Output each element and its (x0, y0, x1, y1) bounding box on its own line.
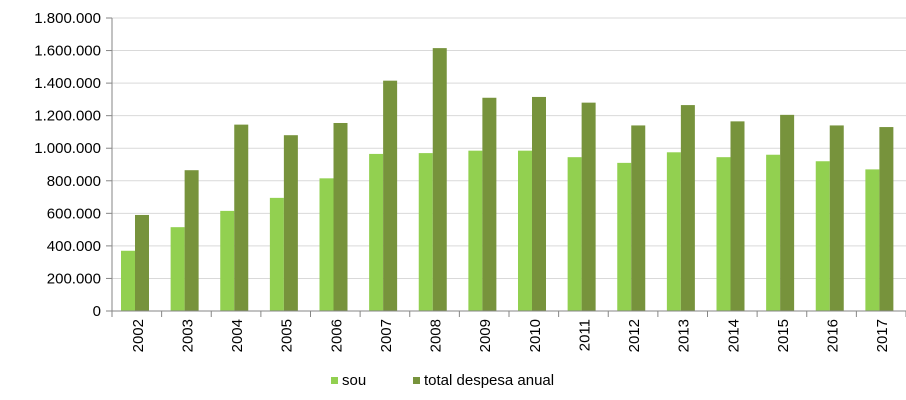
y-tick-label: 1.600.000 (34, 43, 101, 60)
bar-sou (319, 178, 334, 311)
y-tick-label: 1.200.000 (34, 108, 101, 125)
bar-total-despesa-anual (482, 97, 497, 311)
bar-total-despesa-anual (283, 135, 298, 311)
x-tick-label: 2004 (229, 319, 246, 352)
legend-swatch-sou (331, 377, 338, 384)
bar-total-despesa-anual (532, 96, 546, 311)
y-tick-label: 1.000.000 (34, 140, 101, 157)
y-tick-label: 200.000 (47, 270, 101, 287)
x-tick-label: 2009 (477, 319, 494, 352)
bar-sou (468, 150, 483, 311)
bar-total-despesa-anual (383, 80, 398, 312)
bar-sou (815, 161, 830, 311)
x-tick-label: 2015 (775, 319, 792, 352)
bar-sou (121, 250, 135, 311)
bar-total-despesa-anual (432, 48, 447, 311)
y-tick-label: 0 (93, 303, 101, 320)
bar-total-despesa-anual (135, 214, 149, 311)
x-tick-label: 2005 (279, 319, 296, 352)
bar-sou (518, 150, 532, 311)
x-tick-label: 2011 (576, 319, 593, 351)
bar-sou (220, 210, 235, 311)
bar-total-despesa-anual (879, 127, 894, 311)
legend-label-sou: sou (342, 372, 367, 389)
y-tick-label: 600.000 (47, 205, 101, 222)
x-tick-label: 2014 (725, 319, 742, 352)
x-tick-label: 2013 (676, 319, 693, 352)
bar-total-despesa-anual (780, 114, 795, 311)
legend-item-sou: sou (331, 372, 366, 389)
y-tick-label: 800.000 (47, 173, 101, 190)
x-tick-label: 2016 (825, 319, 842, 352)
bar-total-despesa-anual (184, 170, 199, 311)
bar-sou (716, 157, 731, 311)
legend: sou total despesa anual (0, 372, 906, 392)
legend-label-total-despesa-anual: total despesa anual (424, 372, 555, 389)
bar-sou (170, 227, 185, 311)
bar-total-despesa-anual (631, 125, 646, 311)
bar-sou (617, 162, 632, 311)
bar-sou (865, 169, 880, 311)
bar-sou (369, 153, 384, 311)
x-tick-label: 2007 (378, 319, 395, 352)
legend-item-total-despesa-anual: total despesa anual (413, 372, 554, 389)
bar-total-despesa-anual (234, 124, 249, 311)
x-tick-label: 2006 (328, 319, 345, 352)
bar-sou (567, 157, 582, 311)
x-tick-label: 2003 (179, 319, 196, 352)
bar-sou (269, 197, 284, 311)
legend-swatch-total-despesa-anual (413, 377, 420, 384)
bar-sou (418, 153, 433, 311)
y-tick-label: 1.800.000 (34, 10, 101, 27)
bar-total-despesa-anual (680, 105, 695, 311)
x-tick-label: 2010 (527, 319, 544, 352)
x-tick-label: 2002 (130, 319, 147, 352)
y-tick-label: 1.400.000 (34, 75, 101, 92)
x-tick-label: 2012 (626, 319, 643, 352)
bar-sou (766, 154, 781, 311)
y-tick-label: 400.000 (47, 238, 101, 255)
bar-total-despesa-anual (730, 121, 745, 311)
bar-total-despesa-anual (581, 102, 596, 312)
bar-sou (666, 152, 681, 311)
x-tick-label: 2017 (874, 319, 891, 352)
x-tick-label: 2008 (428, 319, 445, 352)
bar-total-despesa-anual (829, 125, 844, 311)
bar-total-despesa-anual (333, 122, 348, 311)
